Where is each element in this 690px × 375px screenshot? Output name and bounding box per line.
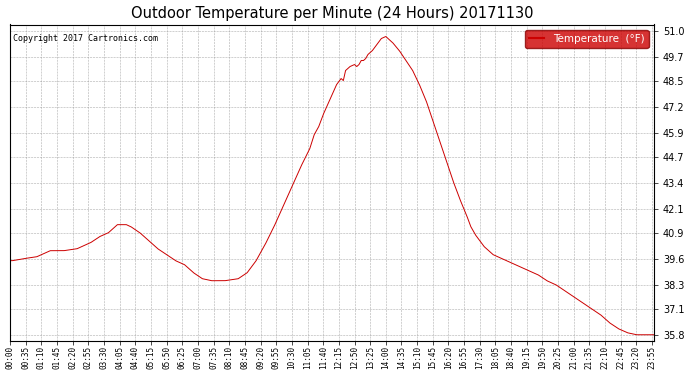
Text: Copyright 2017 Cartronics.com: Copyright 2017 Cartronics.com (13, 34, 158, 43)
Legend: Temperature  (°F): Temperature (°F) (524, 30, 649, 48)
Title: Outdoor Temperature per Minute (24 Hours) 20171130: Outdoor Temperature per Minute (24 Hours… (130, 6, 533, 21)
